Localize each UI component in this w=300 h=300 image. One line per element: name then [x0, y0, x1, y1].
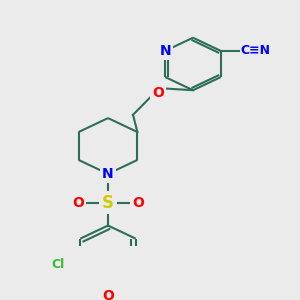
Text: O: O — [72, 196, 84, 210]
Text: Cl: Cl — [52, 258, 65, 272]
Text: S: S — [102, 194, 114, 211]
Text: N: N — [160, 44, 171, 58]
Text: O: O — [132, 196, 144, 210]
Text: C≡N: C≡N — [241, 44, 271, 57]
Text: O: O — [152, 86, 164, 100]
Text: O: O — [102, 289, 114, 300]
Text: N: N — [102, 167, 114, 181]
